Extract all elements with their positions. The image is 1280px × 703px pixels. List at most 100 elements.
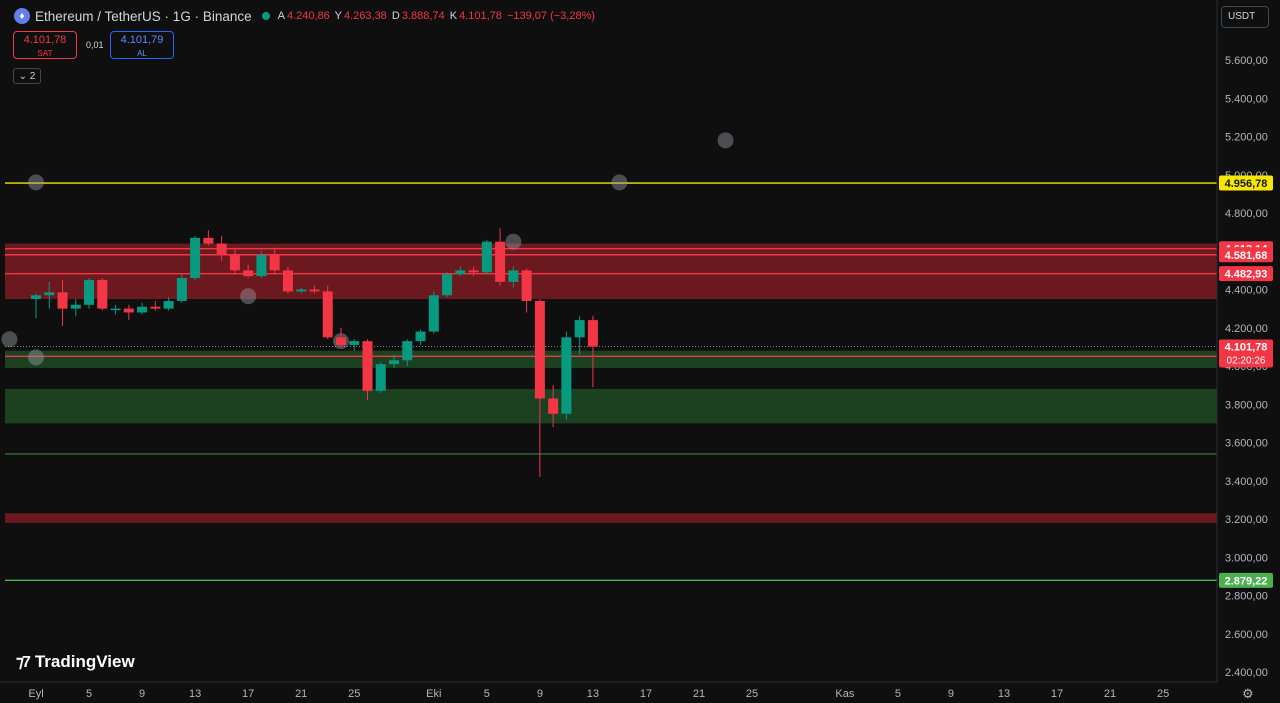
open-value: 4.240,86 bbox=[286, 10, 330, 22]
candle-body-22 bbox=[322, 291, 333, 338]
time-tick-label: 17 bbox=[1051, 688, 1063, 700]
change-value: −139,07 (−3,28%) bbox=[506, 10, 596, 22]
sell-label: SAT bbox=[37, 49, 53, 58]
level-price-label-3-bg bbox=[1219, 266, 1273, 282]
high-label: Y bbox=[334, 10, 342, 22]
candle-body-1 bbox=[44, 292, 55, 296]
level-price-label-3: 4.482,93 bbox=[1225, 269, 1268, 281]
time-tick-label: Eki bbox=[426, 688, 441, 700]
level-price-label-2: 4.581,68 bbox=[1225, 250, 1268, 262]
time-tick-label: 21 bbox=[693, 688, 705, 700]
candle-body-13 bbox=[203, 237, 214, 244]
price-tick-label: 5.600,00 bbox=[1225, 55, 1268, 67]
candle-body-25 bbox=[362, 341, 373, 391]
candle-body-8 bbox=[137, 306, 148, 313]
drawing-marker-5 bbox=[28, 349, 44, 366]
ohlc-values: A 4.240,86 Y 4.263,38 D 3.888,74 K 4.101,78 … bbox=[278, 10, 597, 22]
level-price-label-5-bg bbox=[1219, 572, 1273, 588]
time-tick-label: 5 bbox=[895, 688, 901, 700]
chevron-down-icon: ⌄ bbox=[18, 71, 28, 82]
open-label: A bbox=[277, 10, 285, 22]
candle-body-21 bbox=[309, 289, 320, 292]
candle-body-5 bbox=[97, 279, 108, 309]
candle-body-40 bbox=[561, 337, 572, 414]
buy-button[interactable]: 4.101,79 AL bbox=[110, 31, 174, 59]
price-labels-layer: 4.956,784.613,144.581,684.482,934.050,79… bbox=[1219, 175, 1273, 588]
price-tick-label: 4.400,00 bbox=[1225, 285, 1268, 297]
level-price-label-5: 2.879,22 bbox=[1225, 575, 1268, 587]
level-price-label-0-bg bbox=[1219, 175, 1273, 191]
candle-body-28 bbox=[402, 341, 413, 361]
candle-body-27 bbox=[389, 360, 400, 365]
sell-price: 4.101,78 bbox=[23, 34, 67, 46]
time-tick-label: Kas bbox=[835, 688, 854, 700]
zone-resistance-3 bbox=[5, 513, 1217, 523]
candle-body-17 bbox=[256, 255, 267, 277]
time-tick-label: 17 bbox=[640, 688, 652, 700]
close-value: 4.101,78 bbox=[459, 10, 502, 22]
price-tick-label: 4.200,00 bbox=[1225, 323, 1268, 335]
drawing-marker-7 bbox=[1, 331, 18, 348]
indicators-count: 2 bbox=[29, 71, 36, 82]
time-tick-label: 9 bbox=[948, 688, 954, 700]
symbol-title[interactable]: Ethereum / TetherUS · 1G · Binance bbox=[35, 8, 252, 24]
price-tick-label: 4.800,00 bbox=[1225, 208, 1268, 220]
drawing-marker-0 bbox=[28, 174, 44, 191]
price-tick-label: 3.400,00 bbox=[1225, 476, 1268, 488]
drawing-marker-3 bbox=[240, 288, 257, 305]
price-tick-label: 2.800,00 bbox=[1225, 591, 1268, 603]
buy-label: AL bbox=[137, 49, 147, 58]
currency-selector[interactable]: USDT bbox=[1221, 6, 1269, 28]
time-tick-label: 21 bbox=[1104, 688, 1116, 700]
candle-body-26 bbox=[375, 364, 386, 391]
candle-body-24 bbox=[349, 341, 360, 345]
indicators-toggle-button[interactable]: ⌄ 2 bbox=[13, 68, 41, 84]
candle-body-19 bbox=[282, 270, 293, 292]
candle-body-2 bbox=[57, 292, 68, 309]
time-tick-label: 25 bbox=[1157, 688, 1169, 700]
candle-body-36 bbox=[508, 270, 519, 282]
candle-body-4 bbox=[84, 279, 95, 305]
zones-layer bbox=[5, 243, 1217, 523]
zone-support-2 bbox=[5, 388, 1217, 424]
gear-icon[interactable]: ⚙ bbox=[1242, 686, 1254, 701]
time-tick-label: 5 bbox=[484, 688, 490, 700]
tradingview-logo[interactable]: ⁊7 TradingView bbox=[16, 652, 135, 672]
symbol-header[interactable]: ♦ Ethereum / TetherUS · 1G · Binance A 4.… bbox=[14, 8, 597, 24]
price-tick-label: 5.200,00 bbox=[1225, 132, 1268, 144]
candle-body-20 bbox=[296, 289, 307, 292]
candle-body-14 bbox=[216, 243, 227, 256]
price-axis[interactable]: 2.400,00 2.600,00 2.800,00 3.000,00 3.200,00… bbox=[1225, 55, 1268, 679]
time-axis[interactable]: Eyl 5 9 13 17 21 25 Eki 5 9 13 17 21 25 Kas 5 9 13 17 21 25 bbox=[28, 688, 1169, 700]
high-value: 4.263,38 bbox=[343, 10, 387, 22]
time-tick-label: 13 bbox=[587, 688, 599, 700]
candle-body-16 bbox=[243, 270, 254, 277]
time-tick-label: 13 bbox=[998, 688, 1010, 700]
time-tick-label: 21 bbox=[295, 688, 307, 700]
candle-body-35 bbox=[495, 241, 506, 282]
time-tick-label: Eyl bbox=[28, 688, 43, 700]
candle-body-7 bbox=[123, 308, 134, 313]
candle-body-0 bbox=[31, 295, 41, 300]
price-tick-label: 2.400,00 bbox=[1225, 667, 1268, 679]
drawing-marker-6 bbox=[505, 233, 522, 250]
candle-body-23 bbox=[335, 337, 346, 345]
tradingview-wordmark: TradingView bbox=[34, 652, 135, 671]
ethereum-logo-icon: ♦ bbox=[14, 8, 30, 24]
time-tick-label: 13 bbox=[189, 688, 201, 700]
price-tick-label: 3.800,00 bbox=[1225, 399, 1268, 411]
candle-body-15 bbox=[229, 255, 240, 271]
market-open-status-icon bbox=[261, 12, 270, 20]
candle-body-33 bbox=[468, 270, 479, 273]
time-tick-label: 9 bbox=[537, 688, 543, 700]
current-price-label: 4.101,78 bbox=[1225, 342, 1268, 354]
candle-body-41 bbox=[574, 320, 585, 338]
time-tick-label: 25 bbox=[746, 688, 758, 700]
price-tick-label: 3.200,00 bbox=[1225, 514, 1268, 526]
sell-button[interactable]: 4.101,78 SAT bbox=[13, 31, 77, 59]
candle-body-30 bbox=[428, 295, 439, 332]
time-tick-label: 9 bbox=[139, 688, 145, 700]
time-tick-label: 5 bbox=[86, 688, 92, 700]
low-value: 3.888,74 bbox=[401, 10, 445, 22]
